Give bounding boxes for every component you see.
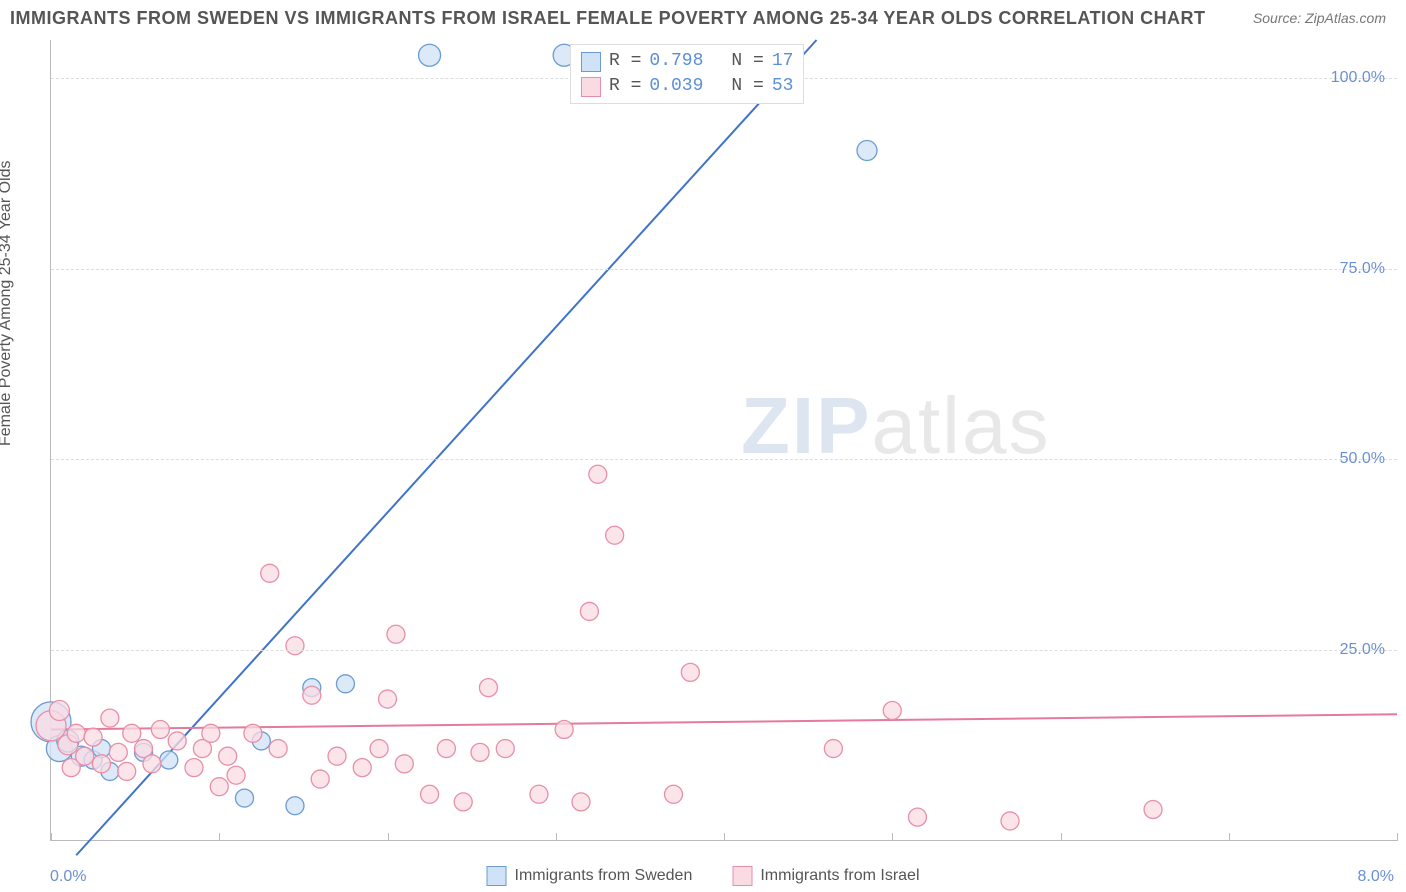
legend-item: Immigrants from Sweden <box>487 866 693 886</box>
data-point <box>328 747 346 765</box>
chart-svg <box>51 40 1397 840</box>
n-value: 17 <box>772 49 794 74</box>
data-point <box>219 747 237 765</box>
legend-row: R = 0.039 N = 53 <box>581 74 793 99</box>
gridline-h <box>51 650 1397 651</box>
legend-label: Immigrants from Sweden <box>515 867 693 885</box>
r-label: R = <box>609 74 641 99</box>
data-point <box>261 564 279 582</box>
data-point <box>84 728 102 746</box>
data-point <box>437 740 455 758</box>
x-tick <box>219 833 220 841</box>
legend-swatch <box>581 77 601 97</box>
data-point <box>227 766 245 784</box>
data-point <box>555 721 573 739</box>
data-point <box>67 724 85 742</box>
data-point <box>185 759 203 777</box>
y-tick-label: 25.0% <box>1340 641 1385 659</box>
data-point <box>118 762 136 780</box>
plot-area: ZIPatlas 25.0%50.0%75.0%100.0% <box>50 40 1397 841</box>
data-point <box>168 732 186 750</box>
data-point <box>235 789 253 807</box>
series-legend: Immigrants from Sweden Immigrants from Is… <box>487 866 920 886</box>
data-point <box>530 785 548 803</box>
data-point <box>370 740 388 758</box>
data-point <box>286 797 304 815</box>
legend-swatch <box>581 52 601 72</box>
data-point <box>589 465 607 483</box>
data-point <box>379 690 397 708</box>
data-point <box>471 743 489 761</box>
data-point <box>286 637 304 655</box>
data-point <box>109 743 127 761</box>
y-axis-label: Female Poverty Among 25-34 Year Olds <box>0 161 15 447</box>
data-point <box>143 755 161 773</box>
correlation-legend: R = 0.798 N = 17 R = 0.039 N = 53 <box>570 44 804 104</box>
gridline-h <box>51 269 1397 270</box>
data-point <box>202 724 220 742</box>
data-point <box>303 686 321 704</box>
legend-label: Immigrants from Israel <box>760 867 919 885</box>
y-tick-label: 50.0% <box>1340 450 1385 468</box>
r-label: R = <box>609 49 641 74</box>
x-tick <box>51 833 52 841</box>
data-point <box>479 679 497 697</box>
data-point <box>49 700 69 720</box>
data-point <box>857 140 877 160</box>
x-tick <box>1229 833 1230 841</box>
x-tick <box>892 833 893 841</box>
legend-item: Immigrants from Israel <box>732 866 919 886</box>
data-point <box>160 751 178 769</box>
trend-line <box>76 40 816 855</box>
x-tick <box>724 833 725 841</box>
x-tick <box>1061 833 1062 841</box>
r-value: 0.039 <box>649 74 703 99</box>
gridline-h <box>51 459 1397 460</box>
data-point <box>1144 801 1162 819</box>
x-axis-end-label: 8.0% <box>1358 868 1394 886</box>
x-tick <box>388 833 389 841</box>
data-point <box>496 740 514 758</box>
y-tick-label: 100.0% <box>1331 69 1385 87</box>
data-point <box>606 526 624 544</box>
x-tick <box>1397 833 1398 841</box>
data-point <box>210 778 228 796</box>
source-attribution: Source: ZipAtlas.com <box>1253 10 1386 26</box>
x-tick <box>556 833 557 841</box>
data-point <box>101 709 119 727</box>
data-point <box>824 740 842 758</box>
data-point <box>311 770 329 788</box>
data-point <box>92 755 110 773</box>
data-point <box>244 724 262 742</box>
data-point <box>353 759 371 777</box>
y-tick-label: 75.0% <box>1340 260 1385 278</box>
data-point <box>1001 812 1019 830</box>
legend-swatch <box>732 866 752 886</box>
n-value: 53 <box>772 74 794 99</box>
data-point <box>395 755 413 773</box>
n-label: N = <box>731 49 763 74</box>
data-point <box>454 793 472 811</box>
data-point <box>908 808 926 826</box>
chart-title: IMMIGRANTS FROM SWEDEN VS IMMIGRANTS FRO… <box>10 8 1206 29</box>
data-point <box>883 701 901 719</box>
x-axis-start-label: 0.0% <box>50 868 86 886</box>
data-point <box>572 793 590 811</box>
data-point <box>681 663 699 681</box>
data-point <box>421 785 439 803</box>
data-point <box>151 721 169 739</box>
data-point <box>419 44 441 66</box>
data-point <box>580 602 598 620</box>
data-point <box>665 785 683 803</box>
data-point <box>387 625 405 643</box>
legend-swatch <box>487 866 507 886</box>
r-value: 0.798 <box>649 49 703 74</box>
legend-row: R = 0.798 N = 17 <box>581 49 793 74</box>
data-point <box>76 747 94 765</box>
n-label: N = <box>731 74 763 99</box>
data-point <box>269 740 287 758</box>
data-point <box>123 724 141 742</box>
data-point <box>336 675 354 693</box>
